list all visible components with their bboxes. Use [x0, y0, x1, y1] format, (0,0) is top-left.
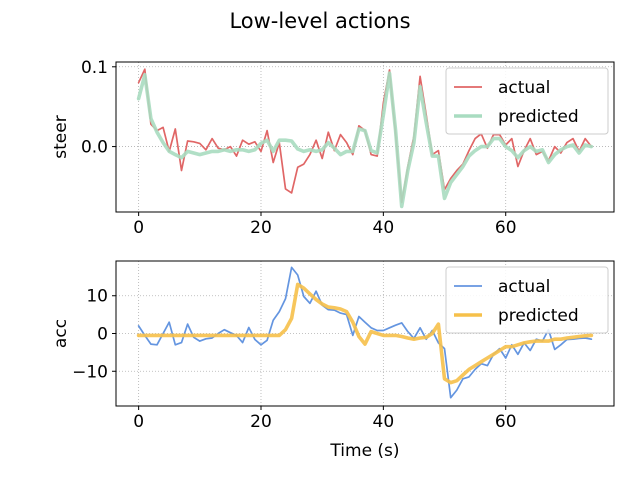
legend: actual predicted: [445, 266, 609, 334]
y-tick-label: −10: [72, 362, 108, 382]
x-tick-label: 60: [495, 412, 517, 432]
x-tick-label: 0: [133, 218, 144, 238]
steer-subplot: 0 20 40 60 0.1 0.0 steer actual predicted: [51, 58, 615, 238]
legend-box: [445, 266, 609, 334]
y-axis-label: acc: [51, 319, 71, 348]
y-tick-label: 0.0: [81, 138, 108, 158]
legend-box: [445, 67, 609, 135]
legend-label-actual: actual: [498, 277, 550, 297]
x-axis-label: Time (s): [329, 441, 399, 461]
x-tick-label: 0: [133, 412, 144, 432]
y-tick-label: 10: [86, 287, 108, 307]
y-tick-label: 0.1: [81, 58, 108, 78]
series-line-predicted: [136, 71, 594, 209]
legend-label-predicted: predicted: [498, 306, 579, 326]
y-tick-label: 0: [97, 325, 108, 345]
figure-title: Low-level actions: [229, 9, 410, 33]
axes-frame: [115, 61, 615, 213]
legend: actual predicted: [445, 67, 609, 135]
x-tick-label: 60: [495, 218, 517, 238]
series-line-predicted: [136, 282, 594, 385]
x-tick-label: 20: [250, 218, 272, 238]
x-tick-label: 20: [250, 412, 272, 432]
x-tick-label: 40: [373, 218, 395, 238]
legend-label-actual: actual: [498, 78, 550, 98]
y-axis-label: steer: [51, 115, 71, 158]
x-tick-label: 40: [373, 412, 395, 432]
legend-label-predicted: predicted: [498, 107, 579, 127]
